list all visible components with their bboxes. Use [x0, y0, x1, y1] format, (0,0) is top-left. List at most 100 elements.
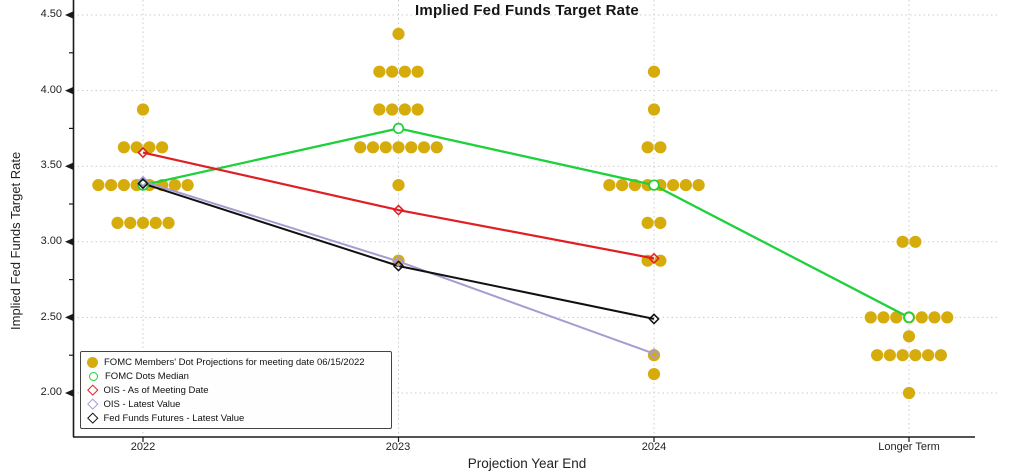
fomc-projection-dot [411, 65, 424, 78]
fomc-projection-dot [117, 179, 130, 192]
fomc-projection-dot [902, 386, 916, 400]
fomc-projection-dot [143, 141, 156, 154]
open-circle-icon [89, 371, 98, 381]
x-axis-title: Projection Year End [467, 456, 587, 471]
fomc-projection-dot [149, 216, 162, 229]
fomc-projection-dot [647, 65, 661, 78]
fomc-projection-dot [417, 141, 431, 154]
median-marker-icon [648, 179, 660, 191]
legend: FOMC Members' Dot Projections for meetin… [80, 351, 392, 429]
y-tick-label: 2.50 [40, 311, 62, 323]
open-diamond-icon [87, 384, 99, 396]
fomc-projection-dot [405, 141, 418, 154]
fomc-projection-dot [692, 179, 705, 192]
fomc-projection-dot [877, 311, 890, 324]
fomc-projection-dot [915, 311, 928, 324]
series-marker-icon [392, 260, 405, 272]
y-tick-label: 2.00 [40, 386, 62, 398]
gold-dot-icon [87, 356, 98, 368]
fomc-projection-dot [411, 103, 424, 116]
fomc-projection-dot [909, 349, 922, 362]
series-marker-icon [137, 146, 149, 159]
y-major-tick [65, 11, 74, 19]
fomc-projection-dot [890, 311, 903, 324]
fomc-projection-dot [181, 179, 194, 192]
fomc-projection-dot [909, 235, 922, 248]
fomc-projection-dot [117, 141, 130, 154]
fomc-projection-dot [130, 141, 143, 154]
fomc-projection-dot [136, 103, 150, 116]
fomc-projection-dot [641, 141, 654, 154]
legend-item-fomc-dots: FOMC Members' Dot Projections for meetin… [87, 355, 385, 369]
median-marker-icon [903, 311, 915, 324]
fomc-projection-dot [864, 311, 877, 324]
fomc-projection-dot [883, 349, 896, 362]
series-marker-icon [137, 177, 149, 190]
fomc-projection-dot [667, 179, 680, 192]
legend-item-fomc-median: FOMC Dots Median [87, 369, 385, 383]
y-major-tick [65, 313, 74, 322]
x-tick-label-2023: 2023 [385, 441, 411, 453]
fomc-projection-dot [392, 141, 405, 154]
open-diamond-icon [87, 398, 99, 410]
series-marker-icon [648, 313, 660, 325]
series-marker-icon [137, 175, 149, 187]
fomc-projection-dot [934, 349, 947, 362]
fomc-projection-dot [430, 141, 443, 154]
series-marker-icon [392, 204, 405, 216]
fomc-projection-dot [647, 368, 661, 381]
fomc-projection-dot [654, 216, 667, 229]
fomc-projection-dot [603, 179, 616, 192]
legend-item-ois-meeting: OIS - As of Meeting Date [87, 383, 385, 397]
y-major-tick [65, 389, 74, 397]
y-tick-label: 3.50 [40, 159, 62, 171]
x-tick-label-longer-term: Longer Term [878, 441, 940, 453]
fomc-projection-dot [398, 103, 411, 116]
open-diamond-icon [87, 412, 99, 424]
y-tick-label: 3.00 [40, 235, 62, 247]
fomc-projection-dot [373, 103, 386, 116]
fomc-projection-dot [366, 141, 380, 154]
fomc-projection-dot [654, 141, 667, 154]
legend-item-fff-latest: Fed Funds Futures - Latest Value [87, 411, 385, 425]
fomc-projection-dot [398, 65, 411, 78]
fomc-projection-dot [386, 103, 399, 116]
series-line [142, 127, 910, 319]
fomc-projection-dot [896, 349, 909, 362]
fomc-projection-dot [392, 179, 405, 192]
fomc-projection-dot [379, 141, 392, 154]
y-tick-label: 4.50 [40, 8, 62, 20]
fomc-projection-dot [124, 216, 137, 229]
fomc-projection-dot [373, 65, 386, 78]
fomc-projection-dot [111, 216, 124, 229]
fomc-projection-dot [386, 65, 399, 78]
x-tick-label-2022: 2022 [130, 441, 156, 453]
series-marker-icon [648, 252, 660, 265]
fomc-projection-dot [647, 103, 661, 116]
fomc-projection-dot [136, 216, 150, 229]
series-marker-icon [648, 348, 660, 360]
y-major-tick [65, 162, 74, 171]
y-major-tick [65, 237, 74, 246]
median-marker-icon [392, 122, 405, 135]
y-tick-label: 4.00 [40, 84, 62, 96]
fomc-projection-dot [871, 349, 884, 362]
fomc-projection-dot [105, 179, 118, 192]
fomc-projection-dot [354, 141, 367, 154]
x-tick-label-2024: 2024 [641, 441, 667, 453]
chart-title: Implied Fed Funds Target Rate [73, 2, 981, 19]
fomc-projection-dot [928, 311, 941, 324]
fomc-projection-dot [679, 179, 692, 192]
fomc-projection-dot [641, 216, 654, 229]
fomc-projection-dot [941, 311, 954, 324]
fomc-projection-dot [616, 179, 629, 192]
series-marker-icon [392, 255, 405, 268]
fomc-projection-dot [896, 235, 909, 248]
series-line [142, 151, 655, 260]
chart-title-text: Implied Fed Funds Target Rate [415, 2, 639, 19]
fomc-projection-dot [168, 179, 181, 192]
y-major-tick [65, 86, 74, 95]
fomc-projection-dot [902, 330, 916, 343]
